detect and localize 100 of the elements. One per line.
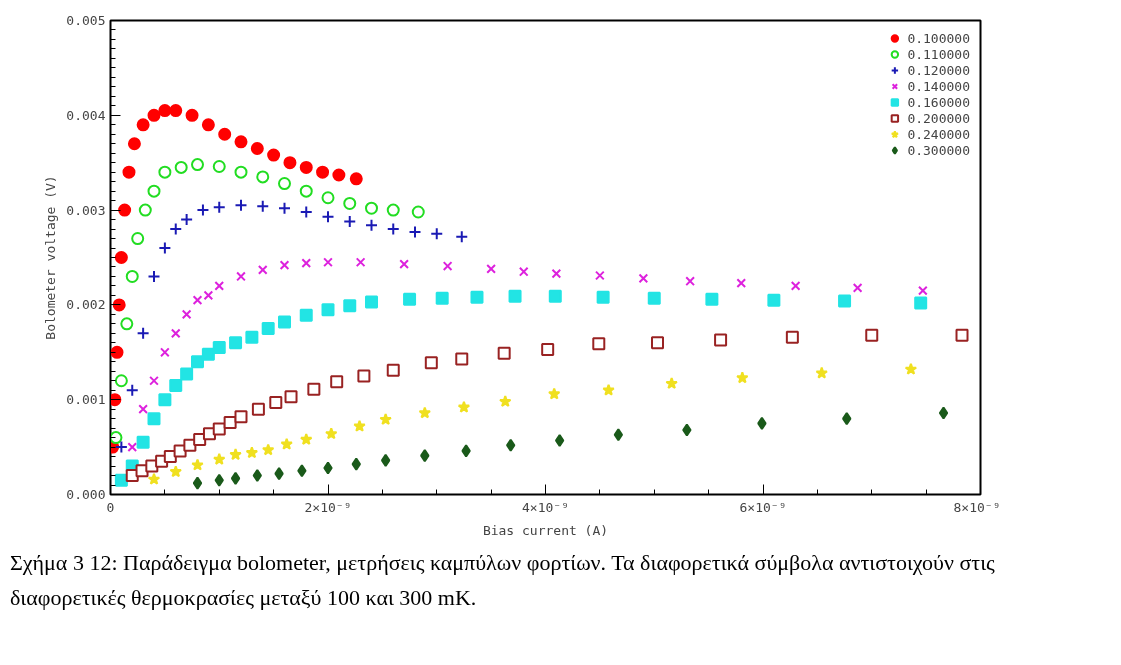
point	[245, 330, 259, 344]
point	[613, 428, 624, 442]
point	[497, 346, 511, 360]
y-tick-label: 0.003	[66, 202, 106, 218]
point	[506, 438, 516, 452]
point	[685, 276, 696, 287]
point	[365, 295, 378, 309]
point	[110, 431, 123, 445]
point	[299, 184, 313, 198]
y-tick-label: 0.002	[66, 297, 106, 313]
point	[665, 377, 678, 390]
point	[323, 257, 333, 268]
point	[602, 383, 615, 396]
legend-label: 0.160000	[907, 94, 970, 110]
x-tick-label: 2×10⁻⁹	[304, 499, 352, 515]
point	[548, 289, 562, 303]
point	[181, 309, 192, 320]
point	[435, 291, 449, 305]
point	[499, 395, 512, 408]
point	[136, 435, 150, 449]
y-tick-label: 0.000	[66, 487, 106, 502]
point	[114, 251, 128, 264]
point	[351, 457, 361, 471]
point	[191, 355, 204, 369]
point	[191, 158, 204, 172]
point	[192, 295, 203, 306]
point	[274, 467, 284, 481]
point	[955, 328, 969, 342]
point	[420, 449, 430, 463]
point	[278, 201, 291, 215]
point	[386, 222, 400, 236]
point	[547, 387, 561, 400]
point	[379, 413, 392, 426]
point	[149, 375, 159, 386]
point	[158, 104, 172, 118]
point	[461, 444, 471, 458]
point	[170, 328, 181, 339]
point	[321, 210, 335, 224]
y-tick-label: 0.001	[66, 392, 106, 408]
y-tick-label: 0.005	[66, 13, 106, 28]
point	[321, 303, 335, 317]
y-tick-label: 0.004	[66, 107, 106, 123]
point	[136, 326, 150, 340]
point	[257, 264, 268, 275]
point	[261, 443, 275, 456]
point	[269, 396, 283, 410]
point	[212, 341, 226, 355]
point	[736, 371, 749, 384]
point	[147, 269, 161, 283]
point	[343, 214, 357, 228]
point	[551, 268, 562, 279]
point	[357, 369, 371, 383]
point	[196, 203, 210, 217]
point	[380, 453, 391, 467]
point	[192, 476, 203, 490]
point	[280, 437, 293, 450]
point	[250, 141, 264, 155]
point	[297, 464, 307, 478]
point	[343, 196, 357, 210]
point	[457, 400, 471, 413]
point	[201, 118, 215, 132]
point	[169, 222, 183, 236]
point	[214, 473, 224, 487]
point	[127, 442, 138, 452]
y-axis-title: Bolometer voltage (V)	[43, 175, 59, 340]
x-tick-label: 0	[106, 499, 115, 515]
point	[307, 382, 321, 396]
point	[118, 203, 132, 217]
point	[349, 172, 363, 186]
point	[147, 108, 161, 122]
point	[757, 416, 767, 430]
point	[131, 232, 145, 246]
point	[256, 199, 270, 213]
point	[638, 273, 649, 284]
point	[120, 317, 134, 331]
point	[470, 290, 484, 304]
point	[386, 363, 400, 377]
point	[852, 282, 863, 293]
point	[114, 374, 128, 388]
point	[125, 269, 139, 283]
legend-label: 0.300000	[907, 142, 970, 158]
point	[355, 257, 366, 268]
x-tick-label: 6×10⁻⁹	[739, 499, 787, 515]
point	[169, 465, 182, 478]
point	[455, 352, 469, 366]
point	[299, 205, 313, 219]
point	[252, 469, 262, 483]
point	[332, 168, 346, 182]
point	[114, 440, 128, 454]
point	[112, 298, 126, 312]
point	[938, 406, 949, 420]
x-tick-label: 4×10⁻⁹	[522, 499, 569, 515]
point	[283, 156, 297, 170]
point	[127, 137, 141, 151]
point	[180, 213, 194, 227]
point	[442, 261, 453, 271]
point	[234, 165, 248, 179]
text: Σχήμα 3 12: Παράδειγμα bolometer, μετρήσεις καμπύλων φορτίων. Τα διαφορετικά σύμβολα αντιστοιχούν στις διαφορετικές θερμοκρασίες μεταξύ 100 και 300 mK.	[10, 549, 996, 613]
point	[714, 333, 728, 347]
point	[234, 135, 248, 149]
